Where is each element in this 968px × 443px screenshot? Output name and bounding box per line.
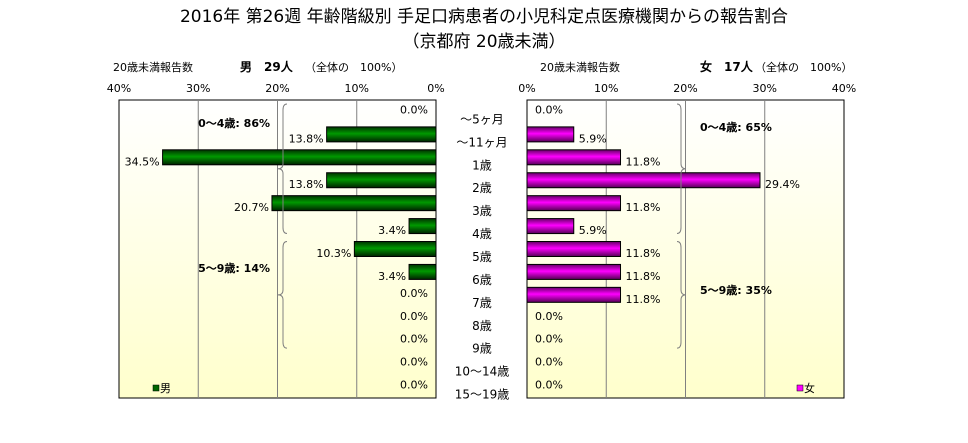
group-brace (277, 241, 288, 349)
tick-label: 0% (427, 82, 444, 95)
bar-男 (326, 172, 437, 189)
category-label: ～5ヶ月 (460, 112, 504, 126)
group-label: 5～9歳: 35% (700, 283, 772, 297)
tick-label: 20% (265, 82, 289, 95)
data-label: 5.9% (579, 224, 607, 237)
bar-女 (526, 195, 622, 212)
data-label: 13.8% (289, 132, 324, 145)
category-label: 5歳 (472, 250, 492, 264)
data-label: 11.8% (626, 201, 661, 214)
bar-女 (526, 126, 575, 143)
bar-男 (408, 218, 437, 235)
tick-label: 40% (107, 82, 131, 95)
data-label: 0.0% (400, 103, 428, 116)
group-label: 5～9歳: 14% (198, 261, 270, 275)
group-label: 0～4歳: 86% (198, 116, 270, 130)
chart-title: 2016年 第26週 年齢階級別 手足口病患者の小児科定点医療機関からの報告割合 (180, 7, 788, 27)
category-label: 4歳 (472, 227, 492, 241)
category-label: 3歳 (472, 204, 492, 218)
data-label: 29.4% (765, 178, 800, 191)
bar-男 (408, 263, 437, 280)
category-label: 8歳 (472, 319, 492, 333)
bar-女 (526, 241, 622, 257)
category-label: 15～19歳 (455, 388, 510, 402)
data-label: 0.0% (535, 356, 563, 369)
data-label: 3.4% (378, 224, 406, 237)
bar-男 (326, 126, 437, 143)
data-label: 0.0% (535, 310, 563, 323)
series-header-prefix: 20歳未満報告数 (113, 61, 193, 74)
data-label: 0.0% (535, 103, 563, 116)
data-label: 0.0% (400, 310, 428, 323)
legend-label: 男 (160, 382, 171, 395)
tick-label: 0% (518, 82, 535, 95)
bar-男 (271, 195, 437, 212)
data-label: 20.7% (234, 201, 269, 214)
data-label: 34.5% (125, 155, 160, 168)
bar-女 (526, 286, 622, 303)
category-label: 7歳 (472, 296, 492, 310)
data-label: 10.3% (316, 247, 351, 260)
chart-subtitle: （京都府 20歳未満） (402, 32, 565, 52)
category-label: 2歳 (472, 181, 492, 195)
data-label: 11.8% (626, 270, 661, 283)
data-label: 13.8% (289, 178, 324, 191)
data-label: 0.0% (535, 379, 563, 392)
data-label: 5.9% (579, 132, 607, 145)
bar-女 (526, 149, 622, 166)
category-label: 1歳 (472, 158, 492, 172)
bar-女 (526, 263, 622, 280)
category-label: 9歳 (472, 342, 492, 356)
series-header-prefix: 20歳未満報告数 (540, 61, 620, 74)
category-label: 6歳 (472, 273, 492, 287)
tick-label: 30% (186, 82, 210, 95)
group-brace (676, 241, 687, 349)
group-label: 0～4歳: 65% (700, 120, 772, 134)
bar-女 (526, 172, 761, 189)
series-header-count: 女 17人 (700, 59, 754, 74)
tick-label: 10% (345, 82, 369, 95)
bar-男 (353, 241, 437, 257)
data-label: 11.8% (626, 247, 661, 260)
data-label: 3.4% (378, 270, 406, 283)
group-brace (277, 103, 288, 235)
tick-label: 40% (832, 82, 856, 95)
data-label: 0.0% (400, 333, 428, 346)
data-label: 11.8% (626, 293, 661, 306)
legend-swatch (152, 384, 160, 392)
legend-label: 女 (804, 381, 815, 395)
category-label: 10～14歳 (455, 365, 510, 379)
data-label: 0.0% (535, 333, 563, 346)
bar-女 (526, 218, 575, 235)
legend-swatch (796, 384, 804, 392)
group-brace (676, 103, 687, 235)
tick-label: 10% (594, 82, 618, 95)
tick-label: 30% (753, 82, 777, 95)
bar-男 (162, 149, 437, 166)
data-label: 0.0% (400, 356, 428, 369)
series-header-suffix: （全体の 100%） (755, 60, 852, 74)
data-label: 0.0% (400, 287, 428, 300)
category-label: ～11ヶ月 (456, 135, 507, 149)
series-header-suffix: （全体の 100%） (305, 60, 402, 74)
series-header-count: 男 29人 (240, 59, 294, 74)
data-label: 0.0% (400, 379, 428, 392)
data-label: 11.8% (626, 155, 661, 168)
tick-label: 20% (673, 82, 697, 95)
